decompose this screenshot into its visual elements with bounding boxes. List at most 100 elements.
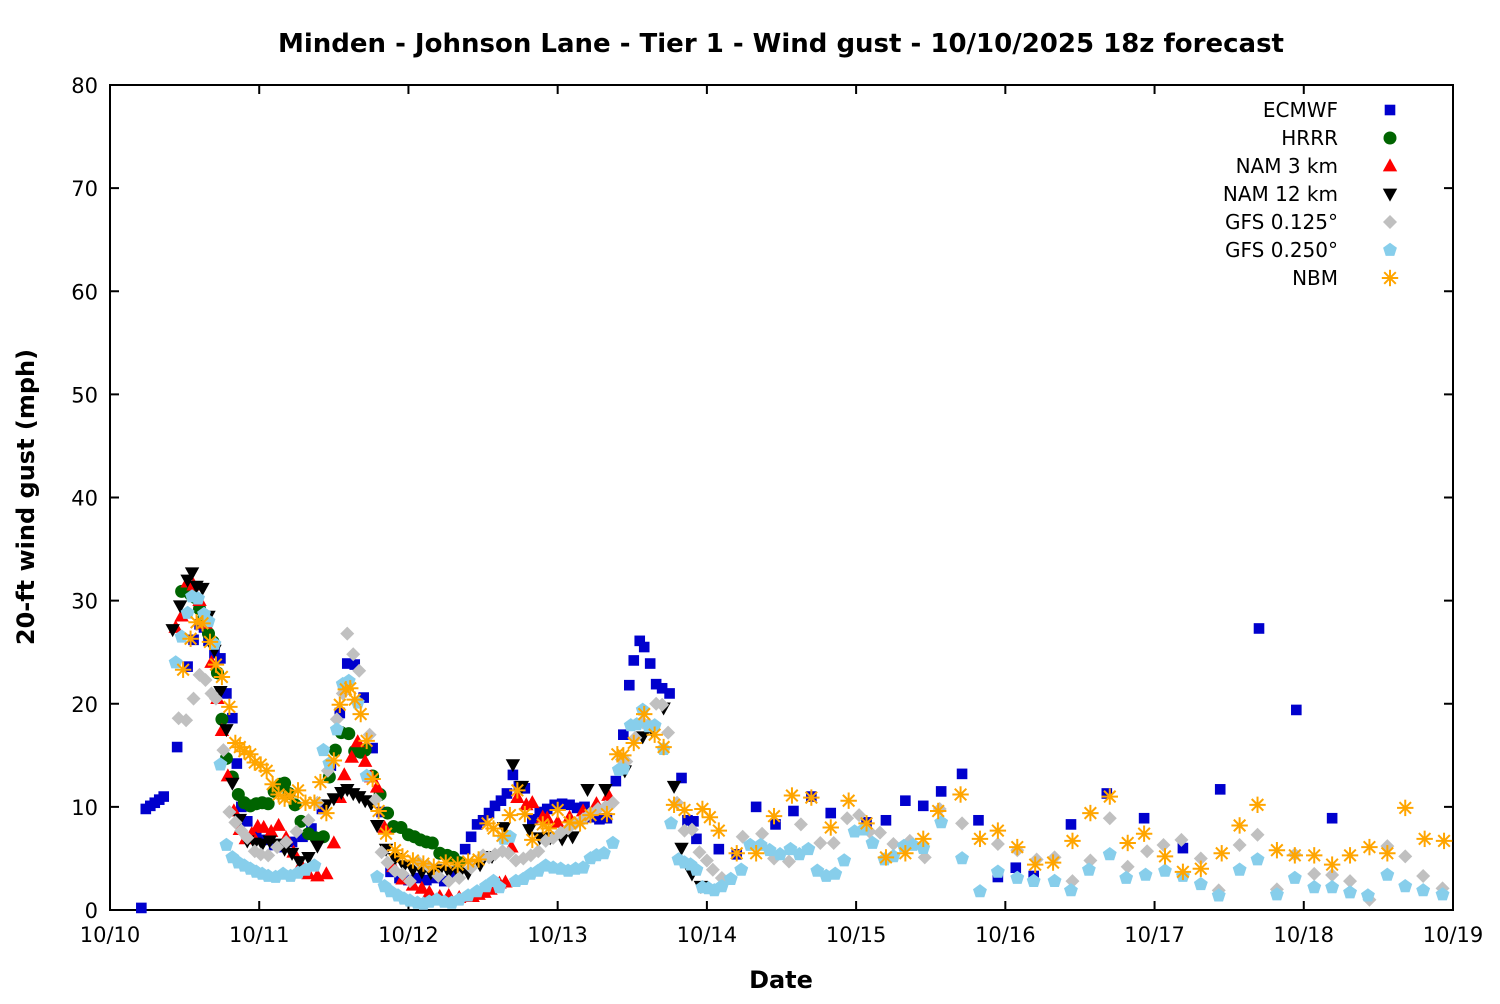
data-point-marker — [1156, 848, 1174, 865]
data-point-marker — [826, 835, 841, 850]
data-point-marker — [1268, 841, 1286, 859]
data-point-marker — [929, 802, 947, 820]
data-point-marker — [213, 668, 231, 686]
data-point-marker — [803, 789, 820, 806]
data-point-marker — [1065, 819, 1077, 830]
data-point-marker — [1379, 845, 1396, 862]
data-point-marker — [158, 791, 170, 802]
data-point-marker — [344, 749, 359, 763]
data-point-marker — [571, 815, 589, 832]
data-point-marker — [195, 582, 210, 596]
data-point-marker — [623, 679, 635, 691]
data-point-marker — [425, 858, 443, 875]
data-point-marker — [252, 756, 269, 773]
data-point-marker — [629, 717, 644, 731]
data-point-marker — [349, 659, 361, 670]
y-tick-label: 0 — [85, 899, 98, 923]
data-point-marker — [489, 800, 501, 812]
data-point-marker — [524, 831, 541, 849]
data-point-marker — [1381, 269, 1399, 287]
data-point-marker — [471, 819, 483, 830]
data-point-marker — [714, 879, 729, 893]
data-point-marker — [179, 713, 194, 728]
data-point-marker — [952, 786, 969, 803]
y-tick-label: 70 — [71, 177, 98, 201]
data-point-marker — [316, 830, 330, 844]
data-point-marker — [278, 776, 292, 790]
x-tick-label: 10/12 — [378, 923, 439, 947]
data-point-marker — [1307, 880, 1322, 894]
x-tick-label: 10/19 — [1423, 923, 1484, 947]
data-point-marker — [692, 845, 707, 860]
data-point-marker — [689, 862, 704, 876]
data-point-marker — [1416, 830, 1433, 848]
legend-item-nam-3-km: NAM 3 km — [1236, 154, 1398, 178]
x-tick-label: 10/16 — [975, 923, 1036, 947]
data-point-marker — [1286, 847, 1304, 864]
data-point-marker — [915, 830, 932, 848]
data-point-marker — [973, 814, 984, 826]
data-point-marker — [369, 779, 385, 793]
data-point-marker — [1193, 876, 1208, 891]
data-point-marker — [580, 783, 595, 797]
data-point-marker — [276, 790, 293, 807]
data-point-marker — [271, 817, 286, 831]
data-point-marker — [358, 732, 375, 750]
data-point-marker — [441, 874, 456, 889]
data-point-marker — [1026, 873, 1041, 887]
data-point-marker — [250, 828, 262, 839]
data-point-marker — [465, 831, 477, 843]
data-point-marker — [279, 834, 294, 849]
data-point-marker — [549, 801, 566, 819]
data-point-marker — [421, 874, 432, 886]
data-point-marker — [240, 830, 255, 845]
data-point-marker — [1435, 887, 1450, 901]
data-point-marker — [501, 806, 519, 824]
data-point-marker — [1291, 704, 1302, 716]
data-point-marker — [735, 829, 750, 844]
data-point-marker — [825, 807, 837, 819]
data-point-marker — [688, 816, 699, 827]
x-tick-label: 10/10 — [80, 923, 141, 947]
data-point-marker — [1102, 847, 1117, 861]
data-point-marker — [326, 835, 342, 849]
data-point-marker — [358, 692, 369, 703]
data-point-marker — [334, 707, 346, 719]
data-point-marker — [194, 615, 211, 632]
y-tick-label: 60 — [71, 280, 98, 304]
data-point-marker — [221, 688, 232, 699]
data-point-marker — [312, 773, 329, 791]
data-point-marker — [289, 824, 304, 839]
data-point-marker — [507, 769, 519, 781]
data-point-marker — [352, 705, 369, 723]
data-point-marker — [1119, 834, 1136, 852]
data-point-marker — [357, 753, 373, 767]
data-point-marker — [880, 814, 892, 826]
data-point-marker — [374, 845, 389, 860]
data-point-marker — [1384, 104, 1396, 116]
data-point-marker — [288, 798, 302, 812]
data-point-marker — [676, 801, 693, 819]
data-point-marker — [258, 762, 275, 779]
legend-item-gfs-0-250: GFS 0.250° — [1225, 238, 1397, 262]
data-point-marker — [459, 843, 471, 855]
data-point-marker — [261, 848, 276, 863]
data-point-marker — [618, 729, 629, 740]
data-point-marker — [1383, 242, 1397, 256]
data-point-marker — [1064, 832, 1081, 850]
data-point-marker — [990, 837, 1005, 851]
data-point-marker — [1135, 825, 1153, 842]
data-point-marker — [886, 837, 901, 851]
data-point-marker — [1343, 874, 1358, 889]
data-point-marker — [404, 852, 422, 869]
data-point-marker — [369, 820, 385, 834]
data-point-marker — [367, 742, 378, 754]
data-point-marker — [699, 853, 714, 868]
data-point-marker — [213, 757, 228, 771]
data-point-marker — [219, 724, 234, 738]
data-point-marker — [728, 845, 745, 862]
data-point-marker — [647, 718, 662, 732]
data-point-marker — [470, 851, 487, 868]
